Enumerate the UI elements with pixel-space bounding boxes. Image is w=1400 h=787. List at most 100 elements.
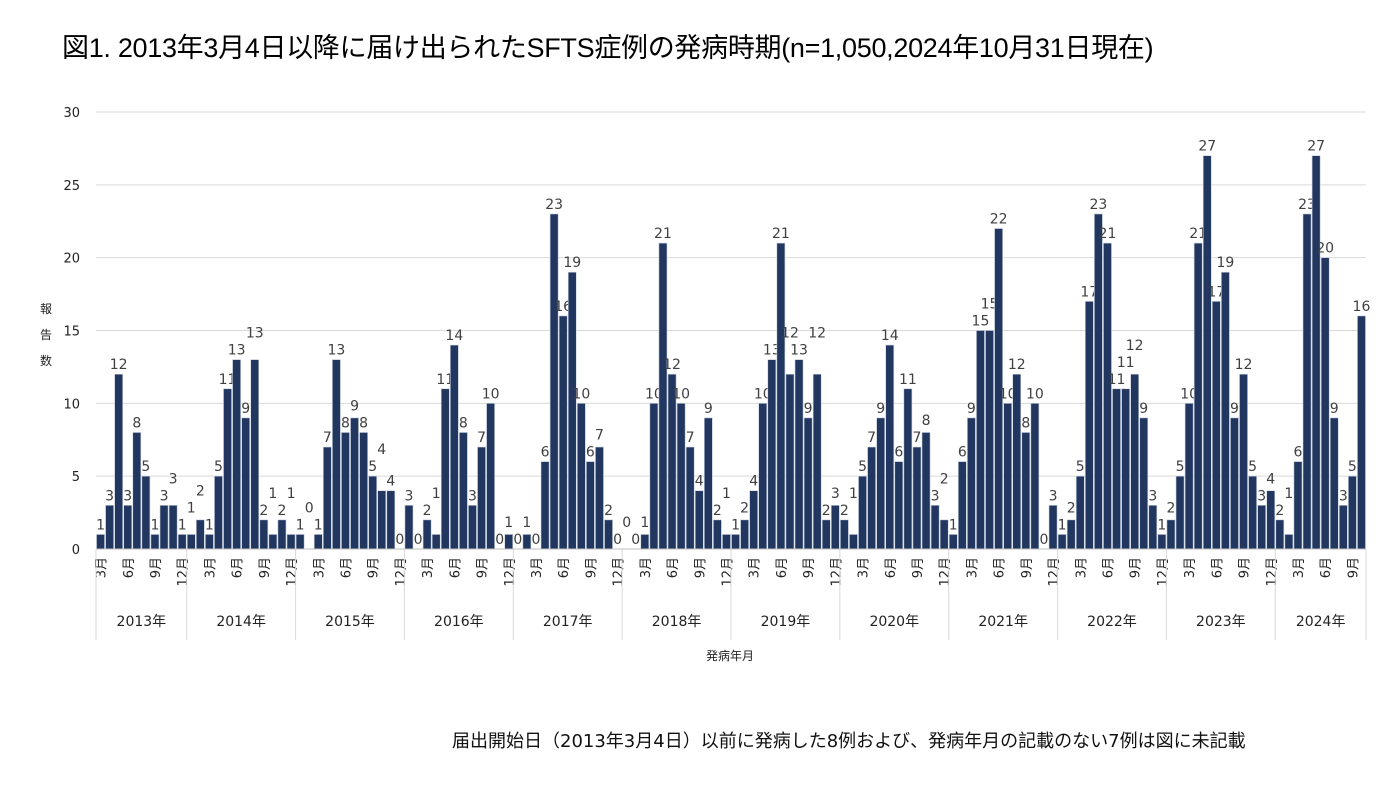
- data-label: 9: [1139, 401, 1148, 417]
- data-label: 15: [972, 314, 990, 330]
- footnote: 届出開始日（2013年3月4日）以前に発病した8例および、発病年月の記載のない7…: [452, 731, 1246, 752]
- data-label: 8: [1021, 415, 1030, 431]
- month-tick-label: 12月: [1265, 557, 1280, 587]
- data-label: 9: [1330, 401, 1339, 417]
- data-label: 10: [999, 386, 1017, 402]
- month-tick-label: 9月: [584, 557, 599, 578]
- data-label: 3: [169, 471, 178, 487]
- data-label: 27: [1307, 139, 1325, 155]
- data-label: 1: [268, 486, 277, 502]
- data-label: 7: [867, 430, 876, 446]
- bar: [595, 446, 604, 550]
- month-tick-label: 12月: [285, 557, 300, 587]
- bar: [431, 534, 441, 550]
- bar: [114, 373, 124, 550]
- bar: [422, 519, 432, 550]
- month-tick-label: 9月: [1129, 557, 1144, 578]
- month-tick-label: 6月: [884, 557, 899, 578]
- y-tick-label: 0: [72, 543, 80, 558]
- year-label: 2019年: [761, 614, 811, 630]
- y-tick-label: 25: [63, 179, 80, 194]
- bar: [1293, 461, 1303, 550]
- data-label: 1: [504, 515, 513, 531]
- bar: [722, 534, 731, 550]
- month-tick-label: 3月: [203, 557, 218, 578]
- bar: [1112, 388, 1121, 550]
- data-label: 3: [405, 488, 414, 504]
- data-label: 5: [1176, 459, 1185, 475]
- data-label: 9: [967, 401, 976, 417]
- month-tick-label: 3月: [95, 557, 110, 578]
- bar: [1148, 504, 1158, 550]
- bar: [957, 461, 967, 550]
- y-tick-label: 30: [63, 106, 80, 121]
- chart-title: 図1. 2013年3月4日以降に届け出られたSFTS症例の発病時期(n=1,05…: [62, 33, 1154, 63]
- data-label: 1: [205, 517, 214, 533]
- data-label: 0: [395, 532, 404, 548]
- data-label: 3: [1148, 488, 1157, 504]
- month-tick-label: 3月: [857, 557, 872, 578]
- bar: [894, 461, 904, 550]
- bar: [332, 359, 341, 550]
- month-tick-label: 3月: [1183, 557, 1198, 578]
- month-tick-label: 3月: [1074, 557, 1089, 578]
- bar: [694, 490, 704, 550]
- bar: [803, 417, 813, 550]
- bar: [549, 213, 559, 550]
- bar: [567, 271, 577, 550]
- bar: [105, 504, 114, 550]
- bar: [586, 461, 595, 550]
- bar: [976, 330, 985, 550]
- data-label: 6: [958, 445, 967, 461]
- month-tick-label: 6月: [1319, 557, 1334, 578]
- month-tick-label: 12月: [176, 557, 191, 587]
- bar: [858, 475, 867, 550]
- bar: [1075, 475, 1085, 550]
- bar: [785, 373, 795, 550]
- month-tick-label: 3月: [530, 557, 545, 578]
- bar: [177, 534, 187, 550]
- bar: [658, 242, 668, 550]
- data-label: 2: [259, 503, 268, 519]
- data-label: 7: [913, 430, 922, 446]
- data-label: 9: [704, 401, 713, 417]
- data-label: 9: [350, 398, 359, 414]
- data-label: 8: [132, 415, 141, 431]
- data-label: 13: [763, 343, 781, 359]
- data-label: 10: [754, 386, 772, 402]
- bar: [214, 475, 223, 550]
- data-label: 12: [781, 326, 799, 342]
- bar: [758, 403, 768, 550]
- month-tick-label: 12月: [1047, 557, 1062, 587]
- year-label: 2022年: [1087, 614, 1137, 630]
- month-tick-label: 9月: [911, 557, 926, 578]
- data-label: 0: [513, 532, 522, 548]
- month-tick-label: 6月: [557, 557, 572, 578]
- data-label: 1: [1157, 517, 1166, 533]
- bar: [1103, 242, 1112, 550]
- data-label: 17: [1207, 284, 1225, 300]
- data-label: 2: [604, 503, 613, 519]
- data-label: 6: [894, 445, 903, 461]
- data-label: 2: [1275, 503, 1284, 519]
- data-label: 4: [386, 474, 395, 490]
- data-label: 20: [1316, 241, 1334, 257]
- bar: [1066, 519, 1076, 550]
- month-tick-label: 9月: [802, 557, 817, 578]
- data-label: 1: [1058, 517, 1067, 533]
- bar: [1320, 257, 1330, 550]
- bar: [1048, 504, 1058, 550]
- year-label: 2013年: [117, 614, 167, 630]
- data-label: 23: [1089, 197, 1107, 213]
- data-label: 0: [1040, 532, 1049, 548]
- data-label: 3: [1257, 488, 1266, 504]
- bar: [96, 534, 105, 550]
- year-label: 2014年: [216, 614, 266, 630]
- month-tick-label: 12月: [720, 557, 735, 587]
- y-tick-label: 20: [63, 252, 80, 267]
- month-tick-label: 9月: [1020, 557, 1035, 578]
- bar: [377, 490, 387, 550]
- data-label: 12: [110, 357, 128, 373]
- bar: [1021, 432, 1031, 550]
- data-label: 6: [1294, 445, 1303, 461]
